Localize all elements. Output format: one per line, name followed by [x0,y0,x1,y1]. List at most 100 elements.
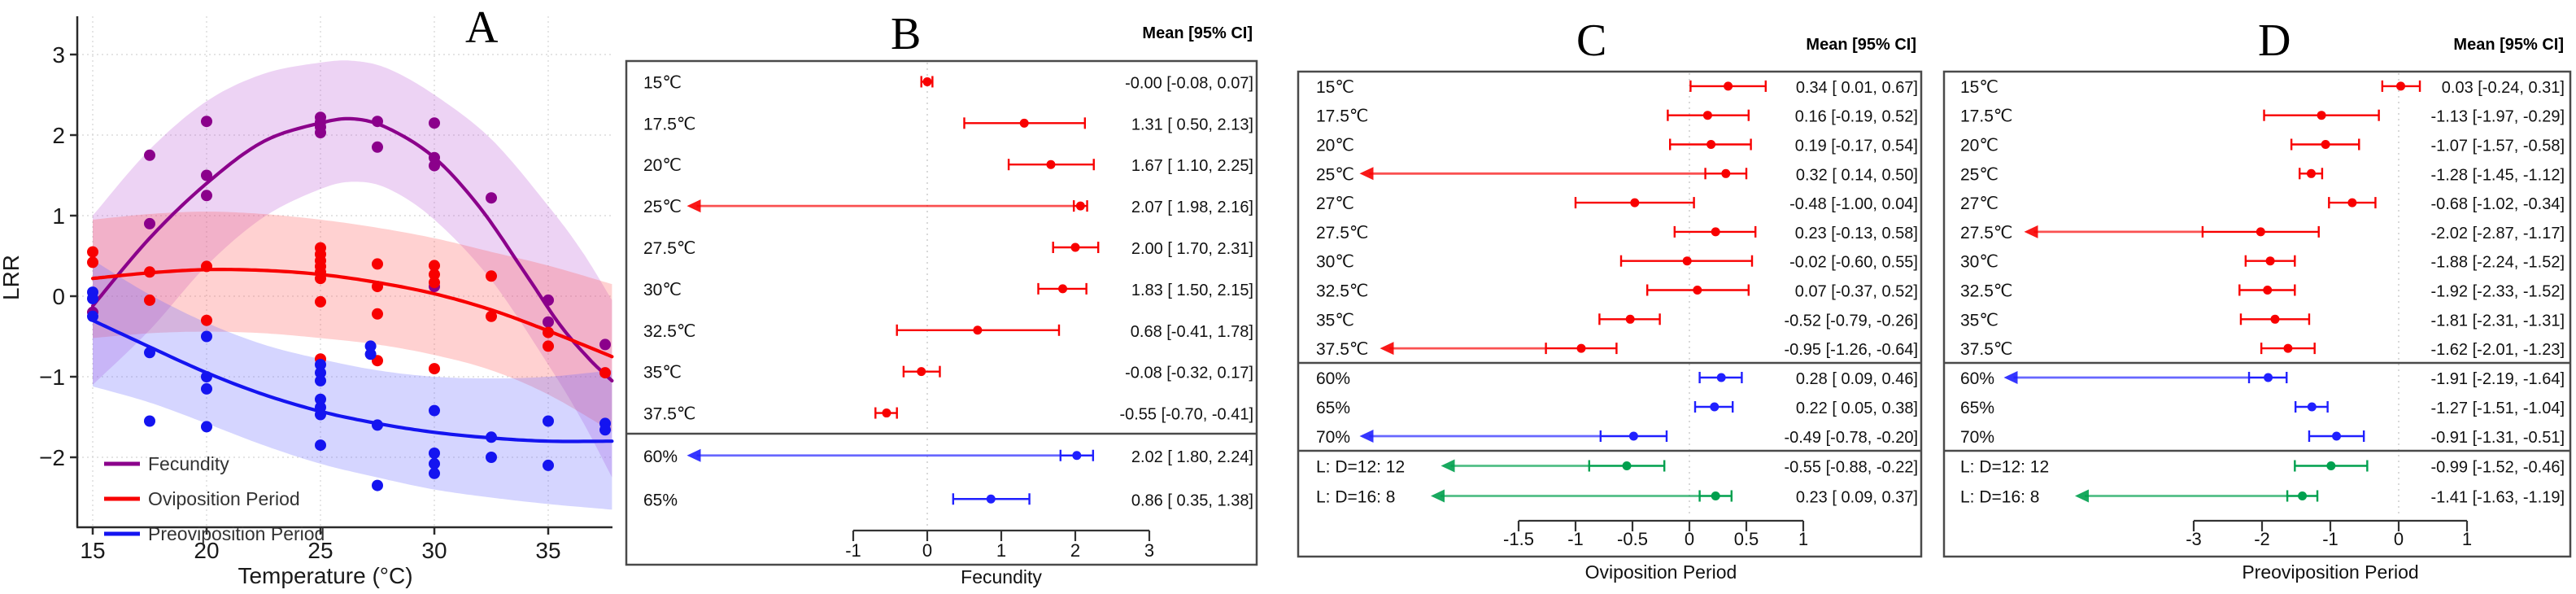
axis-tick-label: 1 [996,540,1006,561]
forest-row-temperature: 15℃ 0.34 [ 0.01, 0.67] [1316,78,1918,97]
row-label: 37.5℃ [1316,340,1368,359]
mean-dot [1724,81,1733,91]
axis-spines [76,16,612,529]
row-label: 35℃ [1316,311,1354,330]
mean-ci-value: -1.41 [-1.63, -1.19] [2430,489,2565,507]
truncation-arrowhead [1431,489,1445,503]
forest-row-temperature: 15℃ 0.03 [-0.24, 0.31] [1960,78,2565,97]
row-label: 30℃ [1316,253,1354,272]
mean-dot [2298,491,2308,500]
row-label: 25℃ [643,198,682,216]
mean-dot [1710,402,1720,412]
mean-dot [1019,118,1029,128]
forest-x-axis-label: Fecundity [961,566,1042,587]
axis-tick-label: 3 [1144,540,1154,561]
mean-dot [973,325,983,335]
mean-ci-value: -0.08 [-0.32, 0.17] [1125,365,1253,382]
mean-ci-value: 0.86 [ 0.35, 1.38] [1131,491,1253,509]
mean-ci-value: -0.55 [-0.88, -0.22] [1784,459,1918,477]
truncation-arrowhead [686,448,701,462]
row-label: 17.5℃ [643,115,695,133]
axis-tick-label: -3 [2186,529,2202,549]
row-label: 27℃ [1960,194,1998,213]
truncation-arrowhead [686,199,701,213]
row-label: 32.5℃ [1960,282,2012,301]
panel-b-letter: B [891,9,922,59]
mean-dot [1576,343,1586,353]
fecundity-data-points [87,111,611,351]
forest-plot-svg: 15℃ 0.34 [ 0.01, 0.67] 17.5℃ 0.16 [-0.19, 0… [1297,70,1923,558]
forest-row-temperature: 27℃ -0.48 [-1.00, 0.04] [1316,194,1918,213]
row-label: 17.5℃ [1960,107,2012,126]
mean-dot [2283,343,2293,353]
svg-text:−1: −1 [39,365,65,390]
forest-axis [1517,519,1805,531]
forest-row-temperature: 20℃ 0.19 [-0.17, 0.54] [1316,137,1918,155]
svg-text:2: 2 [52,123,65,148]
row-label: 25℃ [1316,165,1354,184]
truncation-arrowhead [2024,225,2038,238]
panel-a-letter: A [465,2,499,53]
panel-d-forest-preoviposition: D Mean [95% CI] Preoviposition Period 15… [1936,0,2576,594]
row-label: 27.5℃ [643,239,695,258]
mean-ci-value: 0.68 [-0.41, 1.78] [1131,323,1253,341]
mean-dot [1721,168,1731,178]
axis-tick-label: 0 [2394,529,2404,549]
forest-row-humidity: 65% -1.27 [-1.51, -1.04] [1960,399,2565,417]
mean-dot [2264,373,2273,382]
row-label: 17.5℃ [1316,107,1368,126]
mean-ci-value: 2.02 [ 1.80, 2.24] [1131,448,1253,466]
row-label: 37.5℃ [1960,340,2012,359]
forest-row-photoperiod: L: D=12: 12 -0.55 [-0.88, -0.22] [1316,458,1918,477]
mean-ci-value: 0.32 [ 0.14, 0.50] [1796,166,1918,184]
mean-ci-value: 0.16 [-0.19, 0.52] [1795,108,1918,126]
row-label: 70% [1316,428,1350,447]
mean-dot [1072,451,1082,461]
mean-dot [2306,168,2316,178]
forest-row-temperature: 17.5℃ 1.31 [ 0.50, 2.13] [643,115,1253,133]
truncation-arrowhead [2003,371,2018,384]
row-label: 65% [643,491,678,509]
row-label: 32.5℃ [643,322,695,341]
forest-row-temperature: 35℃ -1.81 [-2.31, -1.31] [1960,311,2565,330]
mean-dot [1716,373,1726,382]
forest-row-temperature: 25℃ 2.07 [ 1.98, 2.16] [643,198,1253,216]
panel-b-forest-fecundity: B Mean [95% CI] Fecundity 15℃ -0.00 [-0.0… [622,0,1273,594]
mean-dot [1625,314,1635,324]
mean-ci-value: -0.68 [-1.02, -0.34] [2430,195,2565,213]
row-label: L: D=12: 12 [1960,458,2049,477]
axis-tick-label: 0 [922,540,932,561]
forest-row-temperature: 35℃ -0.52 [-0.79, -0.26] [1316,311,1918,330]
row-label: 25℃ [1960,165,1998,184]
row-label: 27.5℃ [1316,224,1368,242]
forest-outer-box [1942,70,2572,558]
mean-ci-value: 0.03 [-0.24, 0.31] [2442,79,2565,97]
preoviposition-data-points [87,286,611,491]
mean-ci-value: 1.83 [ 1.50, 2.15] [1131,282,1253,299]
forest-outer-box [1297,70,1923,558]
mean-ci-value: -0.49 [-0.78, -0.20] [1784,429,1918,447]
forest-row-humidity: 60% 2.02 [ 1.80, 2.24] [643,448,1253,466]
mean-dot [1702,111,1712,120]
oviposition-data-points [87,242,611,379]
mean-ci-value: -1.62 [-2.01, -1.23] [2430,341,2565,359]
forest-x-axis-label: Oviposition Period [1584,561,1737,583]
mean-ci-header: Mean [95% CI] [1806,36,1916,54]
mean-ci-value: -1.88 [-2.24, -1.52] [2430,254,2565,272]
row-label: 15℃ [1316,78,1354,97]
row-label: L: D=16: 8 [1960,488,2039,507]
forest-row-humidity: 60% 0.28 [ 0.09, 0.46] [1316,369,1918,388]
row-label: 60% [1960,369,1994,388]
mean-dot [922,76,932,86]
axis-tick-label: -1 [2322,529,2338,549]
mean-ci-value: -0.52 [-0.79, -0.26] [1784,312,1918,330]
row-label: 20℃ [1316,137,1354,155]
axis-ticks: 3 2 1 0 −1 −2 15 20 25 30 35 [39,42,561,563]
mean-dot [1058,284,1068,294]
preoviposition-confidence-band [93,260,612,510]
forest-row-temperature: 30℃ -0.02 [-0.60, 0.55] [1316,253,1918,272]
legend-label: Fecundity [148,453,229,474]
mean-dot [986,494,996,504]
mean-ci-value: -1.27 [-1.51, -1.04] [2430,400,2565,417]
